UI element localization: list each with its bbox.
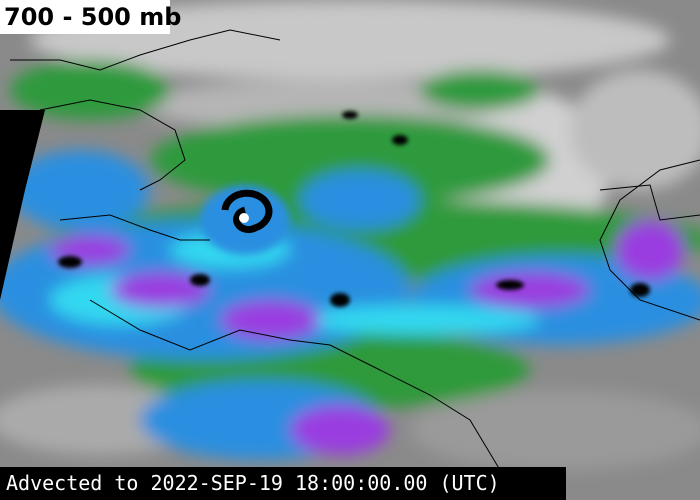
timestamp: Advected to 2022-SEP-19 18:00:00.00 (UTC… <box>0 467 566 500</box>
coastlines <box>10 29 700 471</box>
moisture-fields <box>0 0 700 470</box>
saturated-air <box>220 300 320 340</box>
saturated-air <box>110 272 210 308</box>
no-data-region <box>0 110 45 300</box>
coastline <box>59 214 210 241</box>
saturated-air <box>470 272 590 308</box>
border <box>10 29 281 71</box>
moist-air <box>150 115 550 205</box>
wet-air <box>300 170 420 230</box>
dry-air <box>30 0 670 80</box>
cloud-top <box>342 111 358 119</box>
coastline <box>599 159 700 321</box>
deep-convection <box>58 111 650 307</box>
very-wet-air <box>300 305 540 335</box>
moist-air <box>420 70 540 110</box>
wet-air <box>10 150 150 230</box>
saturated-air <box>290 405 390 455</box>
cloud-top <box>330 293 350 307</box>
cloud-top <box>630 283 650 297</box>
cloud-top <box>496 280 524 290</box>
cloud-top <box>392 135 408 145</box>
border <box>599 184 700 221</box>
cloud-top <box>190 274 210 286</box>
storm-eye <box>239 213 249 223</box>
coastline <box>89 299 501 471</box>
hurricane <box>200 185 290 255</box>
title: 700 - 500 mb <box>0 0 181 34</box>
saturated-air <box>615 220 685 280</box>
dry-air <box>570 70 700 190</box>
cloud-top <box>58 256 82 268</box>
dry-air <box>410 390 700 470</box>
coastline <box>39 99 186 191</box>
moist-air <box>10 60 170 120</box>
storm-band <box>221 189 273 233</box>
